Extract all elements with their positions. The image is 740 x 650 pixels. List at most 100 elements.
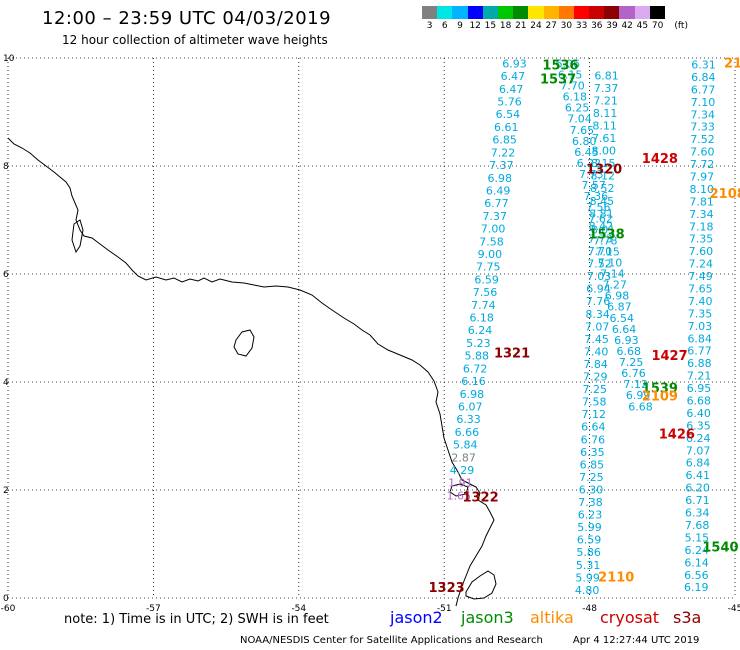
swh-value: 7.97	[690, 170, 715, 183]
swh-value: 7.25	[582, 383, 607, 396]
y-tick-label: 2	[3, 486, 9, 496]
swh-value: 7.07	[585, 320, 610, 333]
swh-value: 6.31	[691, 58, 716, 71]
swh-value: 6.59	[577, 534, 602, 547]
scale-swatch	[649, 6, 665, 19]
swh-value: 8.11	[593, 107, 618, 120]
scale-swatch	[482, 6, 498, 19]
swh-value: 6.88	[687, 357, 712, 370]
scale-tick-label: 12	[469, 21, 481, 31]
swh-value: 6.84	[687, 332, 712, 345]
y-tick-label: 6	[3, 270, 9, 280]
swh-value: 6.93	[502, 57, 527, 70]
swh-value: 7.75	[476, 261, 501, 274]
swh-value: 7.04	[567, 113, 592, 126]
swh-value: 7.07	[686, 444, 711, 457]
swh-value: 7.03	[587, 270, 612, 283]
swh-value: 6.49	[486, 184, 511, 197]
legend-jason3: jason3	[461, 608, 514, 627]
swh-value: 6.20	[685, 482, 710, 495]
swh-value: 7.78	[593, 234, 618, 247]
swh-value: 7.81	[689, 195, 714, 208]
swh-value: 6.87	[607, 301, 632, 314]
swh-value: 7.45	[584, 333, 609, 346]
legend-altika: altika	[530, 608, 574, 627]
swh-value: 7.56	[473, 286, 498, 299]
pass-label: 1321	[494, 346, 530, 361]
swh-value: 6.77	[691, 83, 716, 96]
swh-value: 6.72	[463, 362, 488, 375]
swh-value: 6.54	[609, 312, 634, 325]
page-title: 12:00 – 23:59 UTC 04/03/2019	[42, 8, 332, 29]
swh-value: 5.31	[576, 559, 601, 572]
scale-tick-label: 6	[441, 21, 448, 31]
swh-value: 7.12	[582, 408, 607, 421]
swh-value: 8.34	[585, 308, 610, 321]
y-tick-label: 10	[3, 54, 15, 64]
swh-value: 7.57	[581, 179, 606, 192]
swh-value: 6.41	[686, 469, 711, 482]
scale-swatch	[497, 6, 514, 19]
swh-value: 6.99	[626, 389, 651, 402]
swh-value: 6.64	[581, 421, 606, 434]
pass-label: 1540	[702, 541, 738, 556]
pass-label: 2108	[710, 187, 740, 202]
scale-swatch	[573, 6, 590, 19]
swh-value: 7.33	[690, 121, 715, 134]
swh-value: 6.18	[563, 91, 588, 104]
swh-value: 7.21	[687, 370, 712, 383]
swh-value: 7.10	[598, 257, 623, 270]
swh-value: 4.80	[575, 584, 600, 597]
scale-swatch	[589, 6, 605, 19]
coastline-delta-island	[449, 483, 469, 497]
swh-value: 7.56	[586, 201, 611, 214]
color-scale-labels: 3 6 9 12 15 18 21 24 27 30 33 36 39 42 45 70 (ft)	[422, 19, 688, 33]
swh-value: 7.49	[688, 270, 713, 283]
swh-value: 9.00	[478, 248, 503, 261]
swh-value: 7.40	[584, 345, 609, 358]
legend-s3a: s3a	[673, 608, 702, 627]
coastline-marajo	[465, 570, 497, 600]
swh-value: 6.40	[686, 407, 711, 420]
swh-value: 8.52	[590, 182, 615, 195]
swh-value: 8.11	[592, 119, 617, 132]
pass-label: 1427	[651, 349, 687, 364]
swh-value: 5.23	[466, 337, 491, 350]
swh-tracks: 6.936.476.475.766.546.616.857.227.376.98…	[446, 57, 715, 597]
swh-value: 8.10	[690, 183, 715, 196]
color-scale: 3 6 9 12 15 18 21 24 27 30 33 36 39 42 45 70 (ft)	[422, 6, 688, 33]
scale-swatch	[467, 6, 483, 19]
pass-label: 2110	[598, 570, 634, 585]
swh-value: 7.03	[688, 320, 713, 333]
swh-value: 6.95	[687, 382, 712, 395]
swh-value: 6.61	[494, 121, 519, 134]
scale-swatch	[528, 6, 544, 19]
swh-value: 6.71	[685, 494, 710, 507]
swh-value: 7.60	[689, 245, 714, 258]
swh-value: 7.34	[689, 208, 714, 221]
swh-value: 6.98	[460, 388, 485, 401]
scale-tick-label: 3	[426, 21, 433, 31]
swh-value: 5.76	[497, 96, 522, 109]
swh-value: 7.14	[600, 268, 625, 281]
x-tick-label: -57	[146, 604, 161, 614]
swh-value: 6.85	[492, 134, 517, 147]
swh-value: 6.24	[686, 432, 711, 445]
swh-value: 6.15	[558, 68, 583, 81]
swh-value: 6.47	[499, 83, 524, 96]
swh-value: 6.81	[594, 69, 619, 82]
coastline-mainland	[7, 137, 495, 607]
swh-value: 6.22	[577, 157, 602, 170]
swh-value: 6.35	[580, 446, 605, 459]
swh-value: 7.65	[688, 283, 713, 296]
swh-value: 6.98	[605, 290, 630, 303]
swh-value: 6.45	[574, 146, 599, 159]
swh-value: 7.70	[560, 80, 585, 93]
scale-swatch	[619, 6, 635, 19]
footer-credit: NOAA/NESDIS Center for Satellite Applica…	[240, 635, 543, 646]
scale-tick-label: 18	[499, 21, 512, 31]
swh-value: 6.68	[628, 400, 653, 413]
scale-swatch	[452, 6, 468, 19]
swh-value: 7.38	[578, 496, 603, 509]
